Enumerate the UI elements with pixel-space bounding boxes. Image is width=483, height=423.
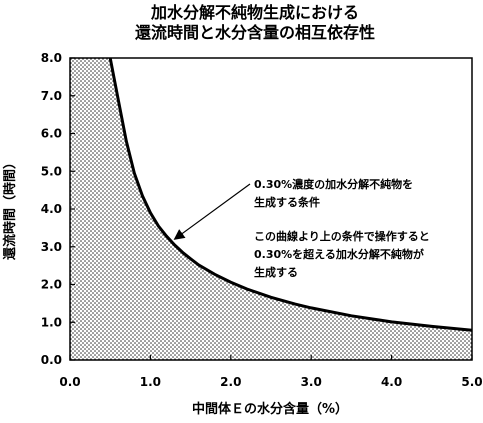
- annotation-arrow: [173, 183, 251, 240]
- annotation-line-2: 生成する条件: [254, 195, 320, 209]
- x-tick-label: 2.0: [220, 375, 241, 389]
- x-axis: 0.0 1.0 2.0 3.0 4.0 5.0: [59, 355, 483, 389]
- area-fill: [70, 58, 472, 360]
- plot-area: [69, 57, 473, 361]
- annotation-condition: 0.30%濃度の加水分解不純物を 生成する条件: [173, 177, 413, 240]
- y-axis-label: 還流時間（時間）: [2, 156, 18, 260]
- y-tick-label: 0.0: [41, 353, 62, 367]
- y-tick-label: 8.0: [41, 51, 62, 65]
- annotation-above-curve: この曲線より上の条件で操作すると 0.30%を超える加水分解不純物が 生成する: [254, 229, 430, 279]
- series-line: [108, 57, 473, 332]
- annotation-line-1: 0.30%濃度の加水分解不純物を: [254, 177, 413, 191]
- chart-title-line-1: 加水分解不純物生成における: [150, 3, 359, 22]
- x-axis-label: 中間体Ｅの水分含量（%）: [192, 401, 348, 417]
- y-tick-label: 5.0: [41, 164, 62, 178]
- x-tick-label: 5.0: [461, 375, 482, 389]
- y-tick-label: 1.0: [41, 315, 62, 329]
- annotation-note-line-1: この曲線より上の条件で操作すると: [254, 229, 430, 243]
- y-axis: 0.0 1.0 2.0 3.0 4.0 5.0 6.0 7.0 8.0: [41, 51, 75, 367]
- y-tick-label: 4.0: [41, 202, 62, 216]
- y-tick-label: 3.0: [41, 240, 62, 254]
- x-tick-label: 1.0: [140, 375, 161, 389]
- x-tick-label: 0.0: [59, 375, 80, 389]
- y-tick-label: 7.0: [41, 89, 62, 103]
- chart-title-line-2: 還流時間と水分含量の相互依存性: [135, 23, 375, 42]
- annotation-note-line-3: 生成する: [254, 265, 298, 279]
- y-tick-label: 2.0: [41, 278, 62, 292]
- x-tick-label: 4.0: [381, 375, 402, 389]
- chart-title: 加水分解不純物生成における 還流時間と水分含量の相互依存性: [135, 3, 375, 42]
- x-tick-label: 3.0: [301, 375, 322, 389]
- annotation-note-line-2: 0.30%を超える加水分解不純物が: [254, 247, 424, 261]
- y-tick-label: 6.0: [41, 127, 62, 141]
